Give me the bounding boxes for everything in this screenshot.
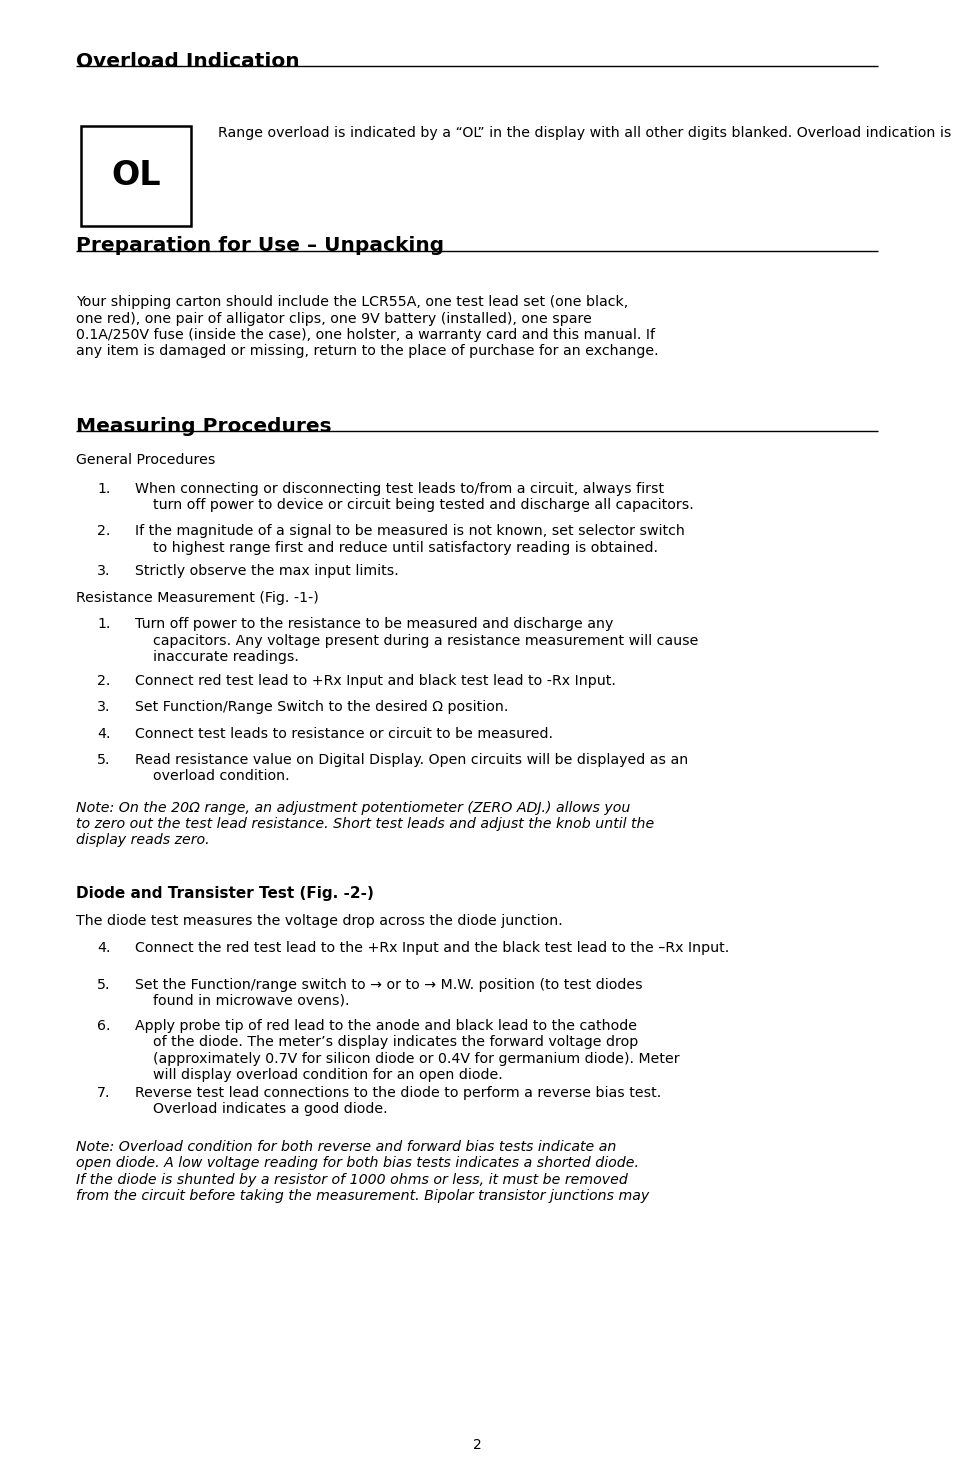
Text: When connecting or disconnecting test leads to/from a circuit, always first
    : When connecting or disconnecting test le… [135, 482, 694, 511]
Text: Set the Function/range switch to → or to → M.W. position (to test diodes
    fou: Set the Function/range switch to → or to… [135, 978, 642, 1007]
Text: Turn off power to the resistance to be measured and discharge any
    capacitors: Turn off power to the resistance to be m… [135, 617, 699, 663]
Text: Range overload is indicated by a “OL” in the display with all other digits blank: Range overload is indicated by a “OL” in… [217, 126, 953, 139]
Text: 5.: 5. [97, 978, 111, 991]
Text: 2.: 2. [97, 674, 111, 687]
FancyBboxPatch shape [81, 126, 191, 226]
Text: Diode and Transister Test (Fig. -2-): Diode and Transister Test (Fig. -2-) [76, 886, 374, 901]
Text: Preparation for Use – Unpacking: Preparation for Use – Unpacking [76, 236, 444, 256]
Text: 6.: 6. [97, 1019, 111, 1032]
Text: OL: OL [111, 160, 161, 192]
Text: Reverse test lead connections to the diode to perform a reverse bias test.
    O: Reverse test lead connections to the dio… [135, 1086, 661, 1115]
Text: 1.: 1. [97, 617, 111, 631]
Text: Measuring Procedures: Measuring Procedures [76, 417, 332, 436]
Text: 4.: 4. [97, 727, 111, 740]
Text: Note: On the 20Ω range, an adjustment potentiometer (ZERO ADJ.) allows you
to ze: Note: On the 20Ω range, an adjustment po… [76, 801, 654, 846]
Text: 2.: 2. [97, 524, 111, 538]
Text: Apply probe tip of red lead to the anode and black lead to the cathode
    of th: Apply probe tip of red lead to the anode… [135, 1019, 679, 1081]
Text: 5.: 5. [97, 753, 111, 767]
Text: 3.: 3. [97, 564, 111, 578]
Text: Note: Overload condition for both reverse and forward bias tests indicate an
ope: Note: Overload condition for both revers… [76, 1140, 649, 1202]
Text: 1.: 1. [97, 482, 111, 495]
Text: General Procedures: General Procedures [76, 453, 215, 467]
Text: Overload Indication: Overload Indication [76, 52, 299, 71]
Text: The diode test measures the voltage drop across the diode junction.: The diode test measures the voltage drop… [76, 914, 562, 928]
Text: 4.: 4. [97, 941, 111, 954]
Text: Strictly observe the max input limits.: Strictly observe the max input limits. [135, 564, 398, 578]
Text: 2: 2 [472, 1437, 481, 1452]
Text: 3.: 3. [97, 700, 111, 713]
Text: If the magnitude of a signal to be measured is not known, set selector switch
  : If the magnitude of a signal to be measu… [135, 524, 684, 554]
Text: Your shipping carton should include the LCR55A, one test lead set (one black,
on: Your shipping carton should include the … [76, 295, 659, 357]
Text: 7.: 7. [97, 1086, 111, 1099]
Text: Set Function/Range Switch to the desired Ω position.: Set Function/Range Switch to the desired… [135, 700, 508, 713]
Text: Connect red test lead to +Rx Input and black test lead to -Rx Input.: Connect red test lead to +Rx Input and b… [135, 674, 616, 687]
Text: Connect the red test lead to the +Rx Input and the black test lead to the –Rx In: Connect the red test lead to the +Rx Inp… [135, 941, 729, 954]
Text: Connect test leads to resistance or circuit to be measured.: Connect test leads to resistance or circ… [135, 727, 553, 740]
Text: Read resistance value on Digital Display. Open circuits will be displayed as an
: Read resistance value on Digital Display… [135, 753, 688, 783]
Text: Resistance Measurement (Fig. -1-): Resistance Measurement (Fig. -1-) [76, 591, 318, 604]
